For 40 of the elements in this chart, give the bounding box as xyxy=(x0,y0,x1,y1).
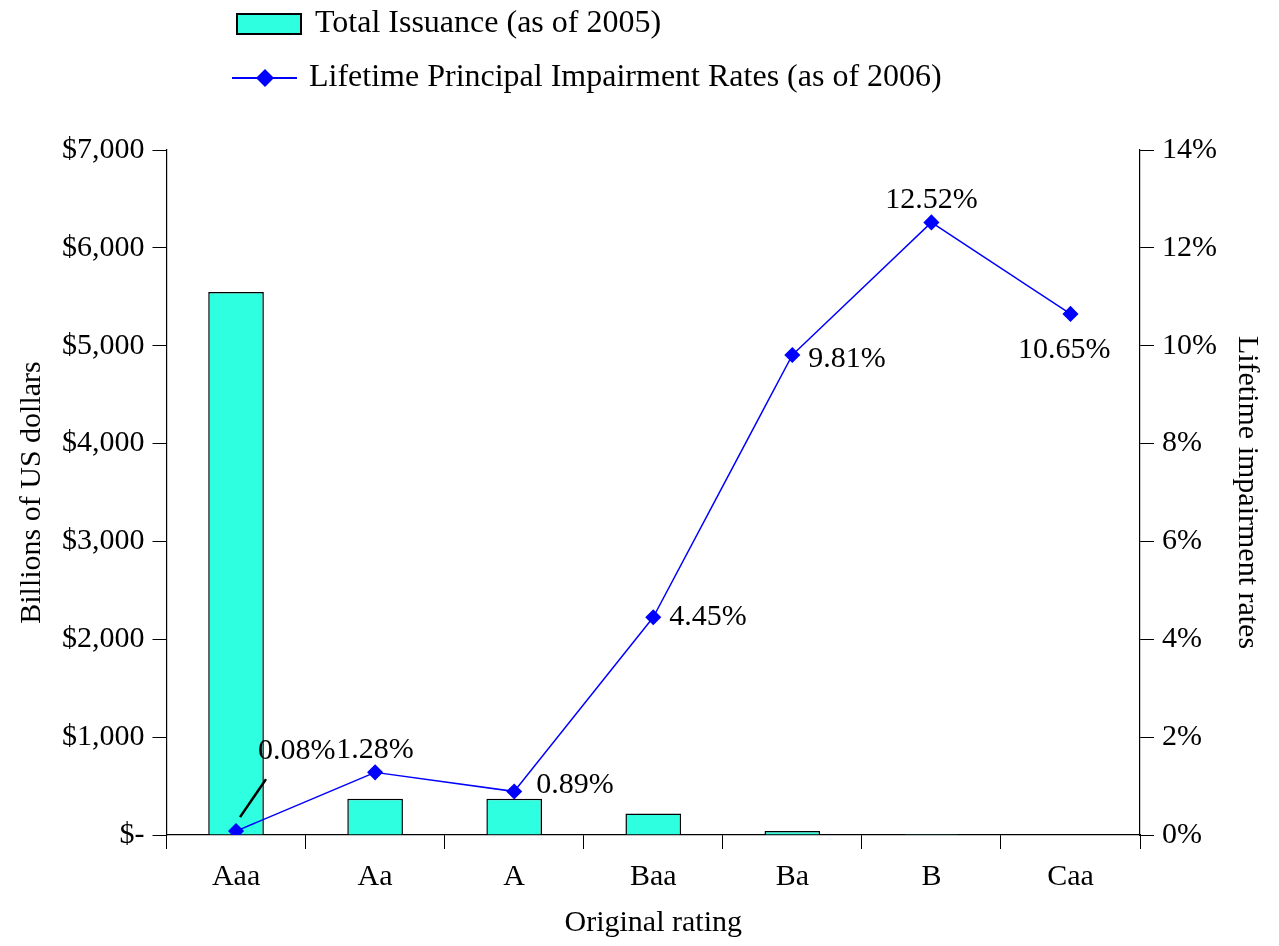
x-tick-label: Baa xyxy=(629,857,677,891)
y2-tick-label: 0% xyxy=(1162,815,1203,849)
x-tick-label: Aaa xyxy=(211,857,261,891)
point xyxy=(784,347,801,363)
data-label: 4.45% xyxy=(669,598,747,632)
y2-tick-label: 8% xyxy=(1162,424,1203,458)
y-tick-label: $- xyxy=(119,815,145,849)
data-label: 0.89% xyxy=(536,766,614,800)
y-axis-title: Billions of US dollars xyxy=(12,361,46,624)
y-tick-label: $6,000 xyxy=(62,228,145,262)
legend-label: Lifetime Principal Impairment Rates (as of 2006) xyxy=(309,57,942,94)
point xyxy=(367,764,383,781)
point xyxy=(645,609,662,626)
point xyxy=(923,214,940,231)
data-label: 10.65% xyxy=(1017,330,1111,364)
y2-tick-label: 10% xyxy=(1162,326,1218,360)
point xyxy=(1062,306,1079,322)
x-tick-label: Ba xyxy=(775,857,809,891)
x-tick-label: B xyxy=(921,857,942,891)
y-tick-label: $1,000 xyxy=(62,718,145,752)
y2-tick-label: 12% xyxy=(1162,228,1218,262)
data-label: 1.28% xyxy=(336,731,414,765)
data-label: 12.52% xyxy=(885,181,978,215)
x-tick-label: A xyxy=(503,857,526,891)
y-tick-label: $7,000 xyxy=(62,130,145,164)
y-tick-label: $4,000 xyxy=(62,424,145,458)
y-tick-label: $2,000 xyxy=(62,620,145,654)
x-tick-label: Caa xyxy=(1047,857,1094,891)
point xyxy=(506,783,522,800)
legend-label: Total Issuance (as of 2005) xyxy=(315,3,662,40)
y2-tick-label: 2% xyxy=(1162,718,1203,752)
y2-tick-label: 6% xyxy=(1162,522,1203,556)
x-axis-title: Original rating xyxy=(564,903,742,937)
y-tick-label: $3,000 xyxy=(62,522,145,556)
data-label: 9.81% xyxy=(808,339,886,373)
y2-axis-title: Lifetime impairment rates xyxy=(1233,335,1267,650)
y-tick-label: $5,000 xyxy=(62,326,145,360)
y2-tick-label: 14% xyxy=(1162,130,1218,164)
y2-tick-label: 4% xyxy=(1162,620,1203,654)
x-tick-label: Aa xyxy=(357,857,393,891)
